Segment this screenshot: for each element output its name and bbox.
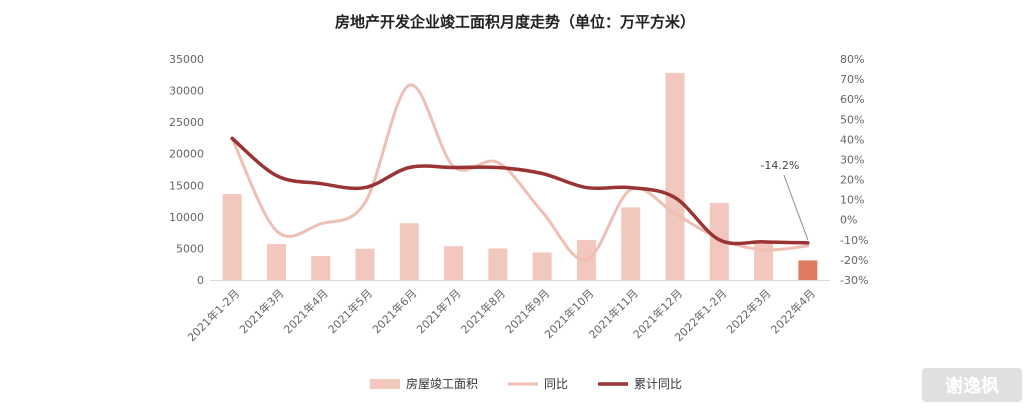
bar xyxy=(665,72,685,281)
y-right-tick-label: 80% xyxy=(840,53,864,66)
x-tick-label: 2022年4月 xyxy=(768,286,818,336)
y-right-tick-label: 30% xyxy=(840,153,864,166)
x-tick-label: 2021年3月 xyxy=(236,286,286,336)
line-point xyxy=(807,242,809,244)
legend-label: 房屋竣工面积 xyxy=(406,376,478,391)
y-left-tick-label: 30000 xyxy=(169,85,204,98)
x-tick-label: 2021年5月 xyxy=(325,286,375,336)
bar xyxy=(311,256,331,280)
line-point xyxy=(408,166,410,168)
x-tick-label: 2021年7月 xyxy=(413,286,463,336)
bar xyxy=(621,207,641,280)
y-left-tick-label: 25000 xyxy=(169,116,204,129)
x-tick-label: 2021年8月 xyxy=(458,286,508,336)
line-point xyxy=(630,187,632,189)
watermark: 谢逸枫 xyxy=(922,368,1022,402)
line-series xyxy=(230,83,810,262)
bar xyxy=(488,248,508,280)
bar xyxy=(222,194,242,280)
y-right-tick-label: 50% xyxy=(840,113,864,126)
line-point xyxy=(807,245,809,247)
line-point xyxy=(497,166,499,168)
y-left-tick-label: 5000 xyxy=(176,242,204,255)
y-axis-right: -30% -20% -10% 0% 10% 20% 30% 40% 50% 60% 70% 80% xyxy=(840,53,868,287)
y-left-tick-label: 0 xyxy=(197,274,204,287)
line-point xyxy=(763,241,765,243)
y-axis-left: 0 5000 10000 15000 20000 25000 30000 35000 xyxy=(169,53,204,287)
bar xyxy=(266,244,286,280)
y-right-tick-label: 20% xyxy=(840,174,864,187)
legend-label: 同比 xyxy=(544,377,568,391)
line-point xyxy=(275,230,277,232)
bar xyxy=(444,246,464,280)
x-tick-label: 2021年1-2月 xyxy=(184,286,242,344)
line-point xyxy=(364,187,366,189)
bar xyxy=(532,252,552,280)
chart-title: 房地产开发企业竣工面积月度走势（单位：万平方米） xyxy=(335,13,695,31)
line-point xyxy=(453,166,455,168)
line-point xyxy=(497,161,499,163)
y-left-tick-label: 15000 xyxy=(169,179,204,192)
line-point xyxy=(541,173,543,175)
bar xyxy=(754,243,774,280)
line-point xyxy=(585,259,587,261)
x-tick-label: 2021年4月 xyxy=(281,286,331,336)
legend-label: 累计同比 xyxy=(634,377,682,391)
line-point xyxy=(718,239,720,241)
line-point xyxy=(364,202,366,204)
line-point xyxy=(585,187,587,189)
line-point xyxy=(674,197,676,199)
bar xyxy=(355,248,375,280)
line-point xyxy=(541,211,543,213)
annotation: -14.2% xyxy=(760,159,809,241)
bar xyxy=(798,260,818,280)
line-point xyxy=(320,183,322,185)
legend-swatch xyxy=(370,379,400,389)
y-right-tick-label: -20% xyxy=(840,254,868,267)
line-point xyxy=(408,84,410,86)
line-point xyxy=(320,223,322,225)
y-right-tick-label: 60% xyxy=(840,93,864,106)
line-point xyxy=(231,137,233,139)
legend: 房屋竣工面积 同比 累计同比 xyxy=(370,376,682,391)
y-right-tick-label: -10% xyxy=(840,234,868,247)
x-tick-label: 2022年3月 xyxy=(723,286,773,336)
annotation-pointer xyxy=(783,174,809,241)
y-left-tick-label: 35000 xyxy=(169,53,204,66)
x-tick-label: 2021年6月 xyxy=(369,286,419,336)
y-left-tick-label: 10000 xyxy=(169,211,204,224)
bar-series xyxy=(222,72,818,281)
x-axis: 2021年1-2月2021年3月2021年4月2021年5月2021年6月202… xyxy=(184,286,818,344)
y-right-tick-label: 70% xyxy=(840,73,864,86)
y-right-tick-label: 0% xyxy=(840,214,857,227)
line-point xyxy=(763,249,765,251)
y-left-tick-label: 20000 xyxy=(169,148,204,161)
series-line xyxy=(230,83,810,262)
y-right-tick-label: -30% xyxy=(840,274,868,287)
bar xyxy=(399,223,419,280)
annotation-label: -14.2% xyxy=(760,159,799,172)
line-point xyxy=(275,175,277,177)
series-line xyxy=(230,136,810,246)
y-right-tick-label: 10% xyxy=(840,194,864,207)
watermark-text: 谢逸枫 xyxy=(945,375,999,397)
line-point xyxy=(674,213,676,215)
y-right-tick-label: 40% xyxy=(840,133,864,146)
